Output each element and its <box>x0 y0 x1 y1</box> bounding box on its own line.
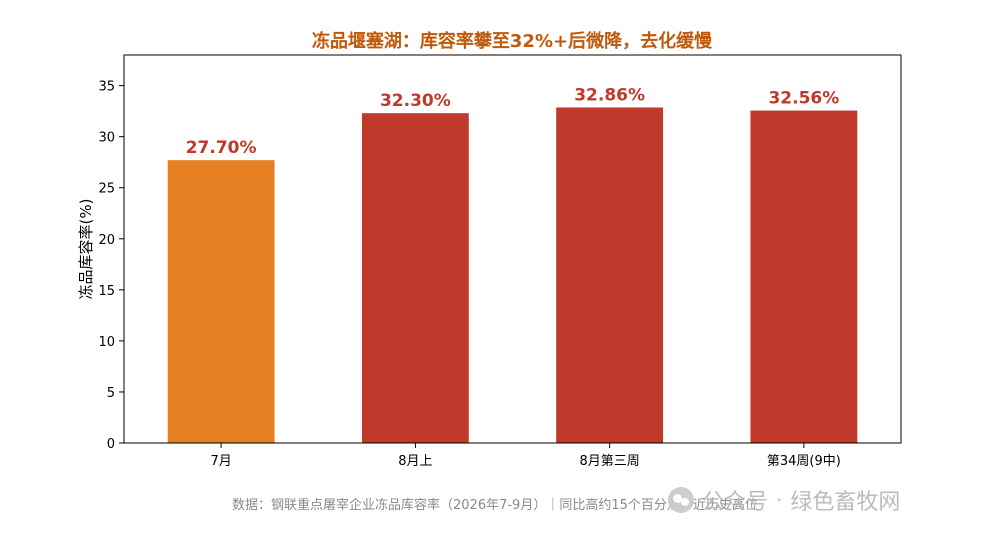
y-tick-label: 20 <box>98 233 115 248</box>
bars: 27.70% 32.30% 32.86% 32.56% <box>167 85 858 444</box>
bar <box>361 113 469 443</box>
x-tick-label: 第34周(9中) <box>767 454 841 469</box>
watermark-account: 绿色畜牧网 <box>790 490 901 515</box>
y-axis-label: 冻品库容率(%) <box>77 199 95 300</box>
y-axis: 0 5 10 15 20 25 30 35 <box>98 80 124 452</box>
bar-data-label: 32.56% <box>768 89 839 109</box>
bar <box>750 110 858 444</box>
plot-frame <box>123 54 902 444</box>
bar <box>556 107 664 443</box>
source-note: 数据：钢联重点屠宰企业冻品库容率（2026年7-9月）｜同比高约15个百分点，近… <box>232 498 758 513</box>
y-tick-label: 30 <box>98 131 115 146</box>
chart-title: 冻品堰塞湖：库容率攀至32%+后微降，去化缓慢 <box>312 30 713 52</box>
y-tick-label: 5 <box>107 386 115 401</box>
bar-data-label: 27.70% <box>186 138 257 158</box>
y-tick-label: 10 <box>98 335 115 350</box>
y-tick-label: 15 <box>98 284 115 299</box>
x-tick-label: 8月上 <box>398 454 432 469</box>
watermark-label: 公众号 <box>702 490 769 515</box>
x-tick-label: 8月第三周 <box>579 454 639 469</box>
bar-data-label: 32.30% <box>380 91 451 111</box>
x-axis: 7月 8月上 8月第三周 第34周(9中) <box>210 443 841 469</box>
watermark-separator: · <box>776 488 783 512</box>
x-tick-label: 7月 <box>210 454 231 469</box>
bar-data-label: 32.86% <box>574 85 645 105</box>
y-tick-label: 25 <box>98 182 115 197</box>
wechat-icon <box>668 487 694 513</box>
y-tick-label: 35 <box>98 80 115 95</box>
bar <box>167 160 275 443</box>
y-tick-label: 0 <box>107 437 115 452</box>
watermark: 公众号 · 绿色畜牧网 <box>668 484 900 516</box>
